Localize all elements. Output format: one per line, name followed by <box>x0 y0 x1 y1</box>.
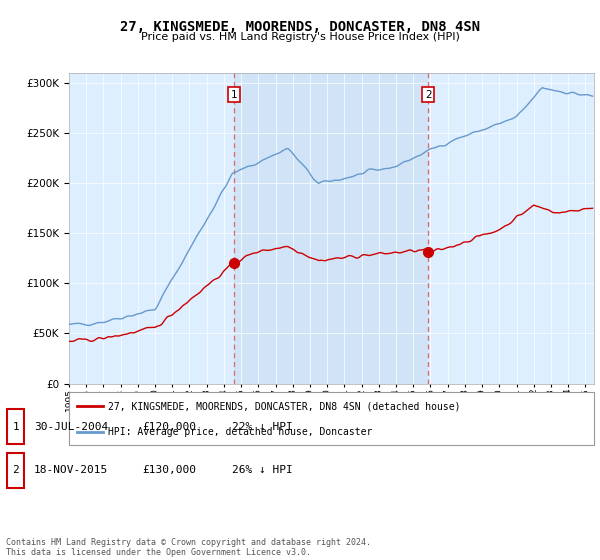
Text: 27, KINGSMEDE, MOORENDS, DONCASTER, DN8 4SN: 27, KINGSMEDE, MOORENDS, DONCASTER, DN8 … <box>120 20 480 34</box>
Text: Price paid vs. HM Land Registry's House Price Index (HPI): Price paid vs. HM Land Registry's House … <box>140 32 460 43</box>
Text: 1: 1 <box>230 90 237 100</box>
Text: 2: 2 <box>425 90 432 100</box>
Bar <box>234 73 428 384</box>
Text: £120,000: £120,000 <box>142 422 196 432</box>
Text: 2: 2 <box>12 465 19 475</box>
Text: 30-JUL-2004: 30-JUL-2004 <box>34 422 109 432</box>
Text: 18-NOV-2015: 18-NOV-2015 <box>34 465 109 475</box>
Text: 1: 1 <box>12 422 19 432</box>
Text: 22% ↓ HPI: 22% ↓ HPI <box>232 422 293 432</box>
Text: 27, KINGSMEDE, MOORENDS, DONCASTER, DN8 4SN (detached house): 27, KINGSMEDE, MOORENDS, DONCASTER, DN8 … <box>109 402 461 412</box>
Text: HPI: Average price, detached house, Doncaster: HPI: Average price, detached house, Donc… <box>109 427 373 437</box>
Text: 26% ↓ HPI: 26% ↓ HPI <box>232 465 293 475</box>
Text: £130,000: £130,000 <box>142 465 196 475</box>
Text: Contains HM Land Registry data © Crown copyright and database right 2024.
This d: Contains HM Land Registry data © Crown c… <box>6 538 371 557</box>
